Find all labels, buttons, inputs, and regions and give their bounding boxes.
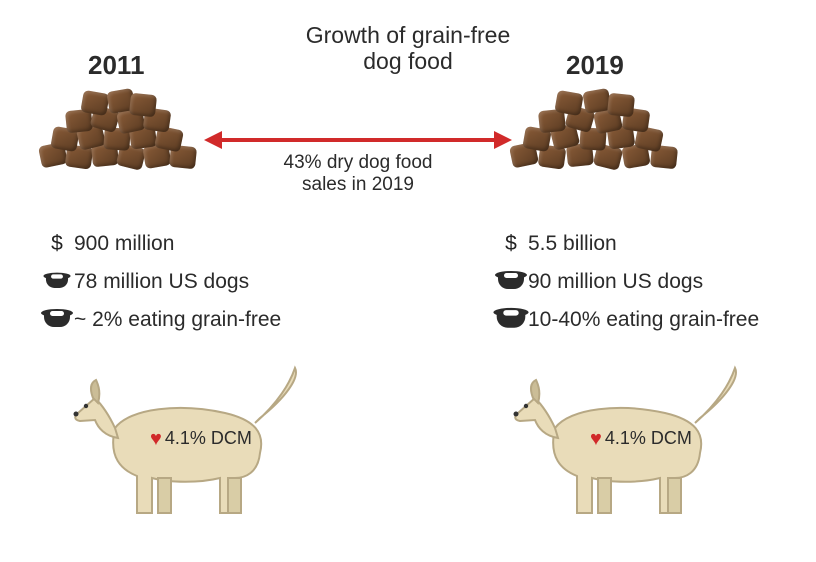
kibble-pile-2019 (500, 80, 680, 180)
arrow-caption-line-2: sales in 2019 (218, 174, 498, 196)
dogs-value-2011: 78 million US dogs (74, 270, 249, 294)
title-line-2: dog food (306, 48, 511, 74)
bowl-icon (40, 275, 74, 289)
heart-icon: ♥ (150, 429, 162, 449)
stats-2019: $ 5.5 billion 90 million US dogs 10-40% … (494, 232, 814, 346)
infographic-title: Growth of grain-free dog food (306, 22, 511, 75)
kibble-pile-2011 (30, 80, 210, 180)
dog-eye (84, 404, 88, 408)
bowl-icon (494, 313, 528, 327)
revenue-value-2019: 5.5 billion (528, 232, 617, 256)
stat-revenue-2011: $ 900 million (40, 232, 360, 256)
year-label-2011: 2011 (88, 50, 144, 81)
stats-2011: $ 900 million 78 million US dogs ~ 2% ea… (40, 232, 360, 346)
grainfree-value-2011: ~ 2% eating grain-free (74, 308, 281, 332)
dog-illustration-2011: ♥ 4.1% DCM (60, 358, 310, 533)
arrow-caption-line-1: 43% dry dog food (218, 152, 498, 174)
kibble-piece (607, 93, 635, 118)
dcm-value-2011: 4.1% DCM (165, 428, 252, 449)
year-label-2019: 2019 (566, 50, 624, 81)
bowl-icon (494, 275, 528, 289)
dollar-icon: $ (40, 232, 74, 256)
dog-nose (74, 412, 79, 417)
dog-illustration-2019: ♥ 4.1% DCM (500, 358, 750, 533)
bowl-icon (40, 313, 74, 327)
dcm-label-2011: ♥ 4.1% DCM (150, 428, 252, 449)
arrow-head-left-icon (204, 131, 222, 149)
stat-grainfree-2011: ~ 2% eating grain-free (40, 308, 360, 332)
title-line-1: Growth of grain-free (306, 22, 511, 48)
dcm-value-2019: 4.1% DCM (605, 428, 692, 449)
revenue-value-2011: 900 million (74, 232, 174, 256)
grainfree-value-2019: 10-40% eating grain-free (528, 308, 759, 332)
dollar-icon: $ (494, 232, 528, 256)
kibble-piece (129, 93, 157, 118)
arrow-caption: 43% dry dog food sales in 2019 (218, 152, 498, 196)
stat-grainfree-2019: 10-40% eating grain-free (494, 308, 814, 332)
arrow-line (218, 138, 498, 142)
kibble-piece (554, 90, 583, 116)
dogs-value-2019: 90 million US dogs (528, 270, 703, 294)
growth-arrow: 43% dry dog food sales in 2019 (218, 136, 498, 196)
dcm-label-2019: ♥ 4.1% DCM (590, 428, 692, 449)
stat-dogs-2019: 90 million US dogs (494, 270, 814, 294)
stat-revenue-2019: $ 5.5 billion (494, 232, 814, 256)
kibble-piece (80, 90, 109, 116)
arrow-head-right-icon (494, 131, 512, 149)
stat-dogs-2011: 78 million US dogs (40, 270, 360, 294)
heart-icon: ♥ (590, 429, 602, 449)
